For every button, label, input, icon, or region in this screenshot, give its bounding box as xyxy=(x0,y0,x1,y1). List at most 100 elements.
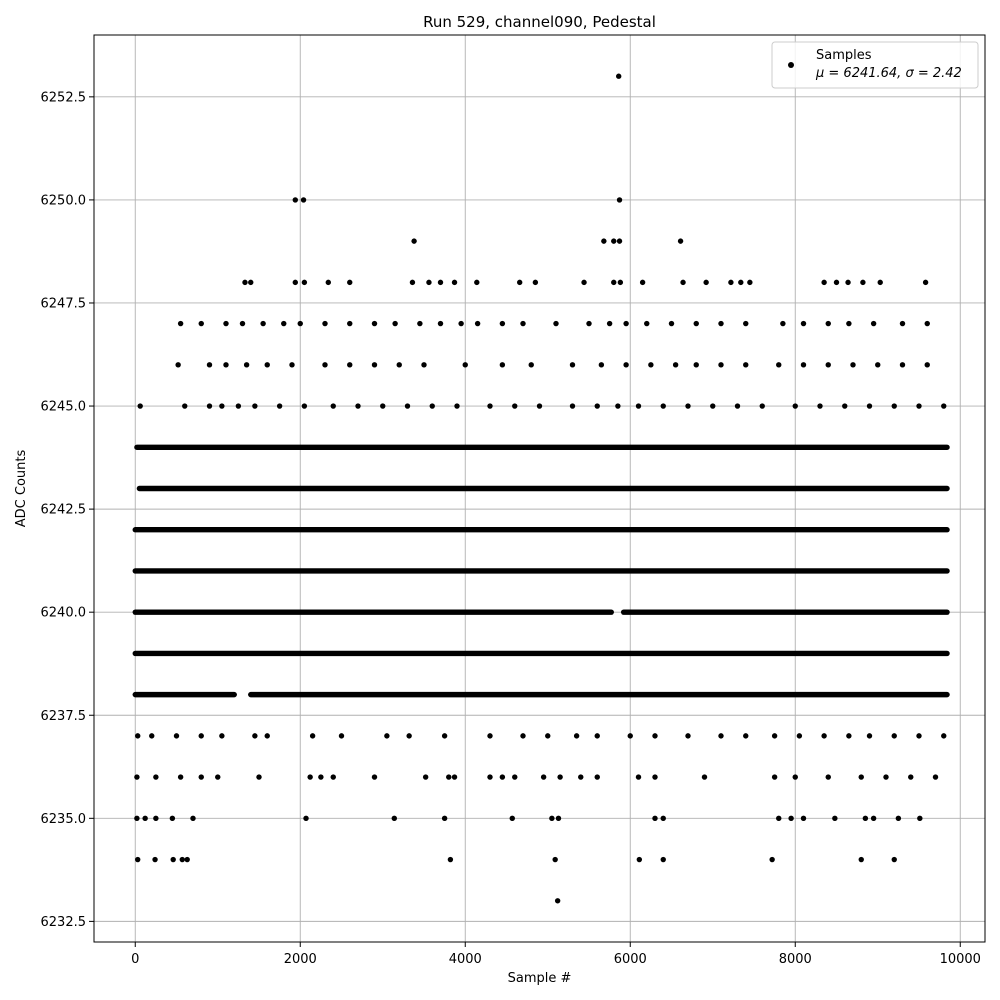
sample-point xyxy=(776,815,782,822)
sample-point xyxy=(866,403,873,409)
sample-point xyxy=(447,856,454,863)
sample-point xyxy=(710,403,716,409)
y-tick-label: 6245.0 xyxy=(41,400,87,415)
sample-point xyxy=(586,320,592,327)
y-axis-label: ADC Counts xyxy=(14,450,29,528)
sample-point xyxy=(135,856,141,863)
sample-point xyxy=(916,733,922,739)
sample-point xyxy=(153,815,159,822)
sample-point xyxy=(239,320,246,327)
sample-point xyxy=(800,320,807,327)
sample-point xyxy=(179,856,185,863)
sample-point xyxy=(371,320,378,327)
sample-point xyxy=(142,815,148,822)
sample-point xyxy=(409,279,416,286)
sample-point xyxy=(153,774,159,780)
sample-point xyxy=(406,733,412,739)
sample-point xyxy=(718,733,724,739)
sample-point xyxy=(219,403,225,409)
sample-point xyxy=(569,403,576,409)
sample-point xyxy=(338,733,345,739)
x-tick-label: 4000 xyxy=(449,952,482,967)
y-tick-label: 6242.5 xyxy=(41,503,87,518)
sample-point xyxy=(693,320,699,327)
sample-point xyxy=(639,279,646,286)
sample-point xyxy=(242,279,248,286)
sample-point xyxy=(248,279,254,286)
sample-point xyxy=(309,733,316,739)
sample-point xyxy=(924,362,930,368)
sample-point xyxy=(371,774,378,780)
sample-point xyxy=(825,362,831,368)
sample-point xyxy=(611,238,617,244)
sample-point xyxy=(552,856,558,863)
sample-point xyxy=(219,733,225,739)
sample-point xyxy=(426,279,432,286)
sample-point xyxy=(660,403,666,409)
sample-point xyxy=(330,403,336,409)
sample-point xyxy=(616,197,623,203)
sample-point xyxy=(517,279,523,286)
sample-point xyxy=(545,733,551,739)
y-tick-label: 6250.0 xyxy=(41,193,87,208)
sample-point xyxy=(557,774,563,780)
sample-point xyxy=(540,774,547,780)
sample-point xyxy=(458,320,464,327)
sample-point xyxy=(149,733,155,739)
sample-point xyxy=(594,774,600,780)
sample-point xyxy=(862,815,869,822)
sample-point xyxy=(380,403,386,409)
legend-marker xyxy=(788,62,794,68)
sample-point xyxy=(134,774,140,780)
sample-point xyxy=(693,362,699,368)
sample-point xyxy=(680,279,686,286)
sample-point xyxy=(318,774,324,780)
sample-point xyxy=(256,774,262,780)
sample-point xyxy=(198,320,204,327)
sample-point xyxy=(635,403,642,409)
sample-point xyxy=(528,362,534,368)
points-layer xyxy=(132,73,950,904)
y-tick-label: 6232.5 xyxy=(41,915,87,930)
sample-point xyxy=(594,403,600,409)
sample-point xyxy=(573,733,580,739)
sample-point xyxy=(825,774,831,780)
sample-point xyxy=(177,774,184,780)
sample-point xyxy=(182,403,188,409)
sample-point xyxy=(652,733,658,739)
sample-point xyxy=(924,320,930,327)
sample-point xyxy=(899,320,906,327)
sample-point xyxy=(184,856,190,863)
sample-point xyxy=(276,403,283,409)
x-tick-label: 10000 xyxy=(940,952,981,967)
sample-point xyxy=(451,279,458,286)
sample-point xyxy=(611,279,617,286)
sample-point xyxy=(578,774,584,780)
sample-point xyxy=(454,403,460,409)
sample-point xyxy=(800,815,807,822)
y-tick-label: 6235.0 xyxy=(41,812,87,827)
sample-point xyxy=(347,279,353,286)
sample-point xyxy=(451,774,458,780)
sample-point xyxy=(206,362,213,368)
sample-point xyxy=(487,774,493,780)
sample-point xyxy=(512,774,518,780)
y-tick-label: 6247.5 xyxy=(41,296,87,311)
legend-entry-stats: μ = 6241.64, σ = 2.42 xyxy=(815,66,962,81)
sample-point xyxy=(718,362,724,368)
sample-point xyxy=(499,320,506,327)
sample-point xyxy=(300,197,307,203)
sample-point xyxy=(627,733,633,739)
sample-point xyxy=(499,362,506,368)
sample-point xyxy=(198,733,204,739)
sample-point xyxy=(858,856,864,863)
sample-point xyxy=(776,362,782,368)
sample-point xyxy=(581,279,587,286)
chart-title: Run 529, channel090, Pedestal xyxy=(423,13,656,31)
sample-point xyxy=(601,238,607,244)
sample-point xyxy=(499,774,506,780)
sample-point xyxy=(437,320,444,327)
sample-point xyxy=(411,238,417,244)
sample-point xyxy=(307,774,313,780)
